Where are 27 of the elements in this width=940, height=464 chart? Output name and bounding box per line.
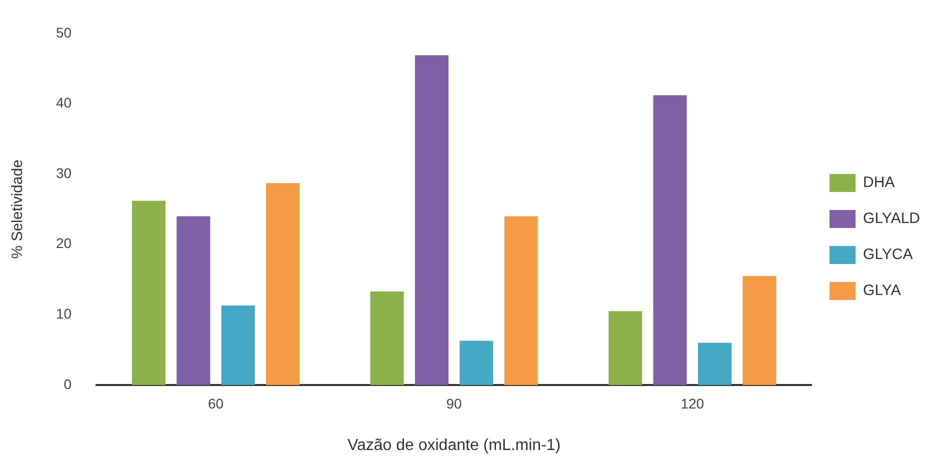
bar [414, 55, 448, 385]
y-tick-label: 0 [64, 376, 72, 392]
x-axis-title: Vazão de oxidante (mL.min-1) [347, 436, 561, 454]
x-tick-label: 60 [208, 395, 224, 412]
bar [608, 311, 642, 385]
x-tick-label: 120 [680, 395, 704, 412]
bar [176, 216, 210, 385]
bar [460, 340, 494, 385]
y-tick-label: 30 [56, 164, 72, 181]
bar [221, 306, 255, 385]
bar [370, 291, 404, 385]
legend-label: GLYCA [863, 246, 913, 264]
legend-label: GLYA [863, 282, 901, 300]
x-tick-label: 90 [446, 395, 462, 412]
bar [504, 216, 538, 385]
y-axis-title: % Seletividade [9, 160, 26, 259]
y-tick-label: 20 [56, 235, 72, 252]
bar [653, 95, 687, 385]
bar [742, 276, 776, 385]
bar [698, 342, 732, 385]
y-tick-label: 40 [56, 94, 72, 111]
legend-label: GLYALD [863, 210, 920, 228]
legend-label: DHA [863, 174, 895, 192]
bar [266, 183, 300, 385]
y-tick-label: 50 [56, 24, 72, 40]
y-tick-label: 10 [56, 306, 72, 322]
bar [132, 200, 166, 385]
